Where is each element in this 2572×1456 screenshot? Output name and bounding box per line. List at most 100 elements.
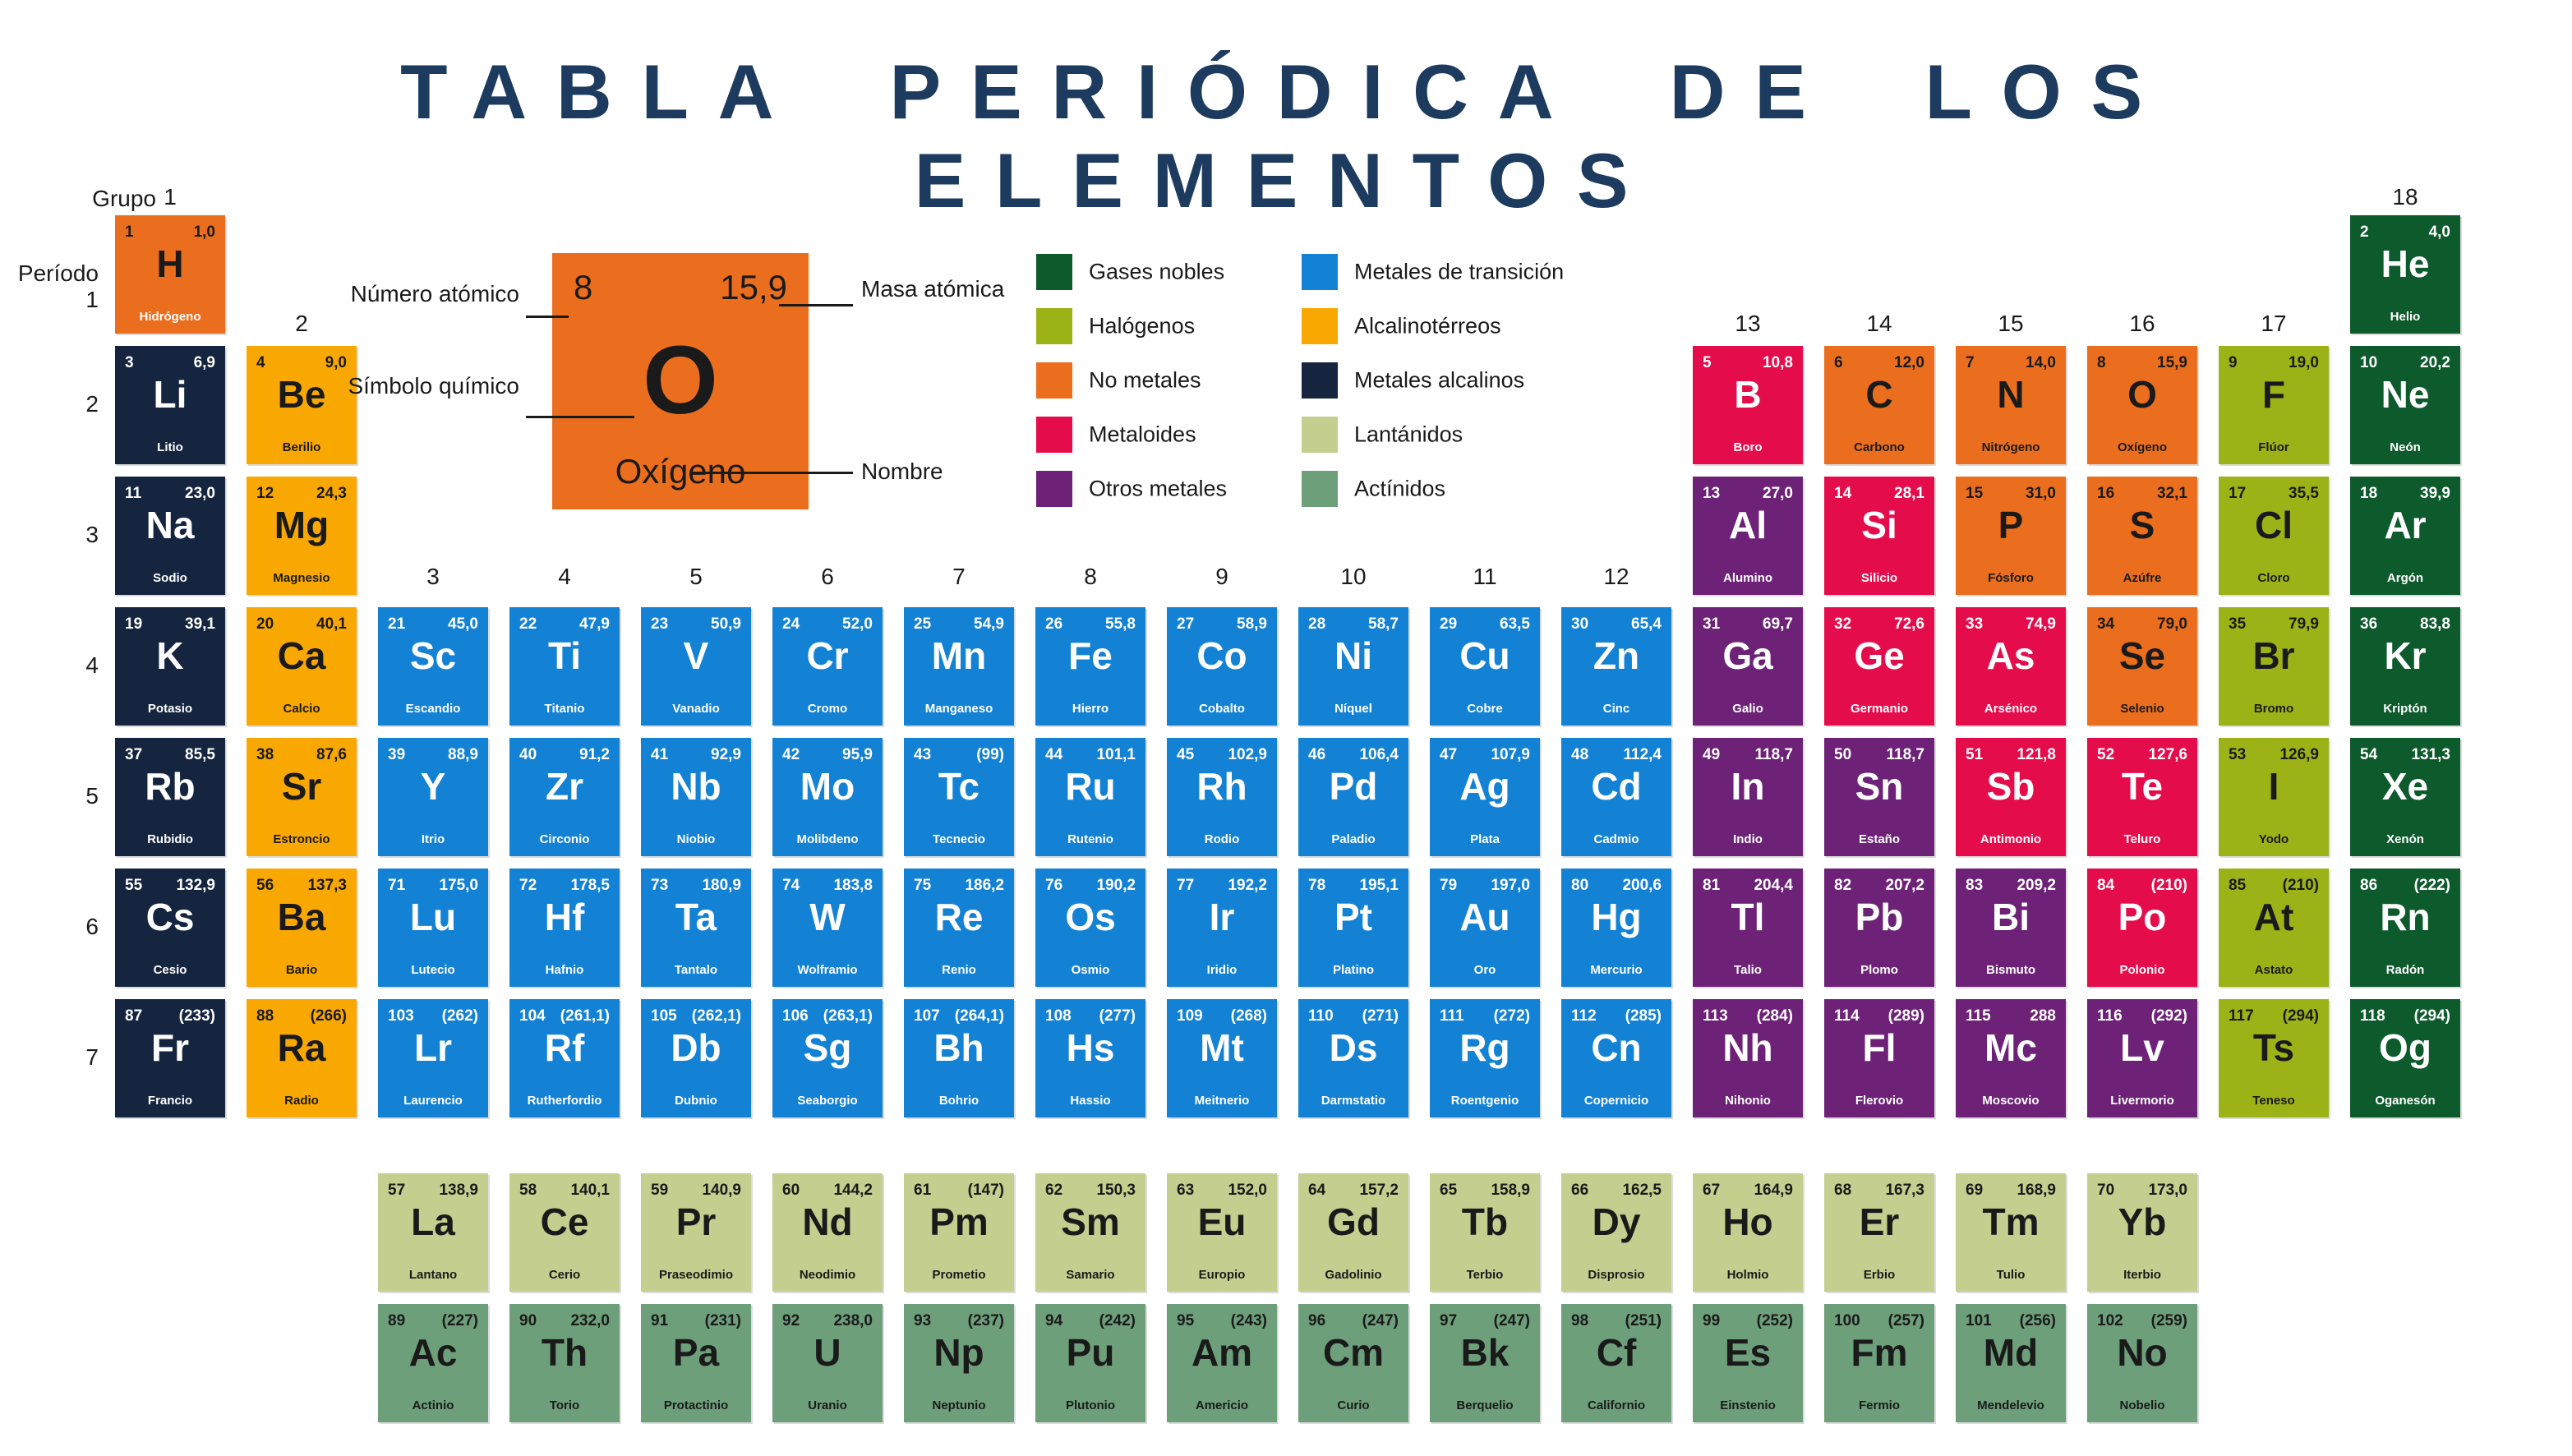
atomic-number: 76 [1045, 877, 1063, 894]
element-name: Erbio [1863, 1268, 1896, 1282]
atomic-mass: 183,8 [833, 877, 873, 894]
element-cell-Al: 13 27,0 Al Alumino [1693, 477, 1803, 595]
period-label-6: 6 [85, 914, 99, 939]
element-symbol: Ra [277, 1026, 326, 1069]
group-label-14: 14 [1866, 311, 1892, 336]
element-symbol: V [683, 634, 709, 677]
atomic-mass: 132,9 [176, 877, 215, 894]
atomic-number: 66 [1571, 1182, 1589, 1199]
legend-swatch-actinido [1302, 471, 1338, 507]
legend-label: No metales [1089, 367, 1201, 393]
element-symbol: Po [2118, 896, 2167, 938]
element-cell-Fm: 100 (257) Fm Fermio [1824, 1304, 1934, 1422]
element-symbol: S [2129, 504, 2155, 546]
atomic-number: 60 [782, 1182, 800, 1199]
element-cell-Er: 68 167,3 Er Erbio [1824, 1173, 1934, 1292]
element-symbol: Ga [1722, 634, 1773, 677]
element-symbol: U [814, 1331, 841, 1374]
atomic-mass: 190,2 [1096, 877, 1136, 894]
element-cell-Ti: 22 47,9 Ti Titanio [509, 607, 620, 726]
atomic-number: 115 [1966, 1007, 1991, 1025]
atomic-mass: 14,0 [2026, 354, 2056, 371]
atomic-number: 73 [651, 877, 669, 894]
element-symbol: Ne [2381, 373, 2430, 416]
atomic-number: 40 [519, 746, 537, 763]
atomic-number: 11 [125, 485, 142, 502]
atomic-number: 21 [388, 615, 406, 633]
element-symbol: Si [1861, 504, 1897, 546]
element-name: Cobre [1467, 702, 1503, 716]
element-name: Curio [1337, 1398, 1370, 1412]
atomic-mass: 23,0 [185, 485, 215, 502]
legend-swatch-alcterr [1302, 308, 1338, 344]
element-cell-Ag: 47 107,9 Ag Plata [1430, 738, 1540, 856]
atomic-number: 94 [1045, 1312, 1063, 1329]
element-cell-Ca: 20 40,1 Ca Calcio [247, 607, 357, 726]
atomic-mass: (247) [1362, 1312, 1399, 1329]
atomic-mass: (266) [310, 1007, 347, 1025]
atomic-mass: (252) [1756, 1312, 1793, 1329]
atomic-number: 52 [2097, 746, 2115, 763]
atomic-number: 78 [1308, 877, 1326, 894]
element-cell-B: 5 10,8 B Boro [1693, 346, 1803, 464]
atomic-mass: 52,0 [842, 615, 873, 633]
atomic-mass: 158,9 [1491, 1182, 1530, 1199]
element-name: Laurencio [403, 1094, 463, 1108]
atomic-number: 64 [1308, 1182, 1326, 1199]
element-symbol: Gd [1327, 1200, 1380, 1243]
element-symbol: Ir [1209, 896, 1235, 938]
atomic-number: 57 [388, 1182, 406, 1199]
atomic-number: 83 [1966, 877, 1984, 894]
element-name: Galio [1732, 702, 1763, 716]
element-name: Praseodimio [658, 1268, 734, 1282]
element-cell-Nh: 113 (284) Nh Nihonio [1693, 999, 1803, 1117]
element-cell-Ru: 44 101,1 Ru Rutenio [1035, 738, 1145, 856]
example-element-name: Oxígeno [615, 452, 746, 491]
element-symbol: Na [145, 504, 195, 546]
atomic-mass: 40,1 [316, 615, 347, 633]
atomic-number: 54 [2360, 746, 2378, 763]
element-name: Mendelevio [1977, 1398, 2044, 1412]
element-cell-Pm: 61 (147) Pm Prometio [904, 1173, 1014, 1292]
atomic-mass: 164,9 [1754, 1182, 1793, 1199]
atomic-number: 104 [519, 1007, 546, 1025]
atomic-mass: (272) [1493, 1007, 1530, 1025]
element-symbol: Mn [931, 634, 987, 677]
element-cell-Co: 27 58,9 Co Cobalto [1167, 607, 1277, 726]
element-name: Alumino [1723, 571, 1772, 585]
atomic-number: 90 [519, 1312, 537, 1329]
element-symbol: Li [153, 373, 187, 416]
element-symbol: Te [2121, 765, 2164, 808]
atomic-mass: 127,6 [2148, 746, 2187, 763]
element-cell-Fe: 26 55,8 Fe Hierro [1035, 607, 1145, 726]
element-name: Plutonio [1066, 1398, 1115, 1412]
legend-label: Metales de transición [1354, 259, 1565, 284]
legend-label: Lantánidos [1354, 422, 1463, 447]
element-name: Samario [1066, 1268, 1115, 1282]
atomic-mass: 140,9 [702, 1182, 741, 1199]
element-name: Magnesio [273, 571, 330, 585]
atomic-mass: (227) [441, 1312, 478, 1329]
element-symbol: Pa [672, 1331, 720, 1374]
element-cell-Po: 84 (210) Po Polonio [2087, 869, 2197, 987]
element-cell-Np: 93 (237) Np Neptunio [904, 1304, 1014, 1422]
atomic-number: 58 [519, 1182, 537, 1199]
atomic-mass: 126,9 [2279, 746, 2319, 763]
element-symbol: Og [2379, 1026, 2431, 1069]
element-cell-Mn: 25 54,9 Mn Manganeso [904, 607, 1014, 726]
atomic-mass: 131,3 [2411, 746, 2450, 763]
element-symbol: B [1734, 373, 1762, 416]
element-symbol: Ho [1722, 1200, 1773, 1243]
atomic-number: 75 [914, 877, 932, 894]
element-cell-Cu: 29 63,5 Cu Cobre [1430, 607, 1540, 726]
atomic-number: 82 [1834, 877, 1852, 894]
annotation-line [692, 472, 853, 474]
atomic-number: 53 [2229, 746, 2247, 763]
atomic-mass: 92,9 [711, 746, 741, 763]
element-symbol: Kr [2384, 634, 2427, 677]
element-symbol: Sb [1986, 765, 2035, 808]
element-name: Bromo [2253, 702, 2294, 716]
element-name: Oganesón [2375, 1094, 2436, 1108]
element-name: Circonio [539, 832, 590, 846]
